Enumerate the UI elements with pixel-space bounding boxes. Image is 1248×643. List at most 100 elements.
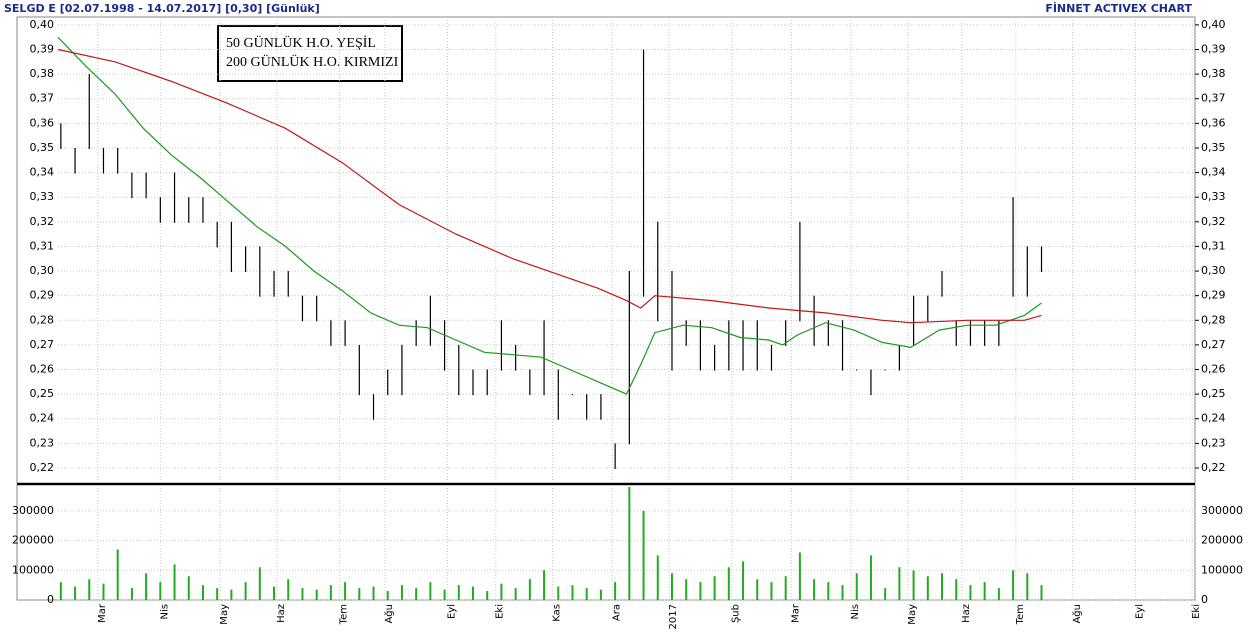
volume-bar [514, 588, 517, 600]
x-tick-label: Nis [159, 604, 170, 619]
volume-bar [130, 588, 133, 600]
volume-bar [742, 561, 745, 600]
volume-bar [614, 582, 617, 600]
volume-bar [1040, 585, 1043, 600]
volume-bar [656, 555, 659, 600]
y-tick-label: 0,39 [30, 42, 55, 55]
volume-bar [827, 582, 830, 600]
volume-bar [855, 573, 858, 600]
volume-bar [869, 555, 872, 600]
volume-bar [699, 582, 702, 600]
y-tick-label: 0,29 [30, 289, 55, 302]
volume-bar [287, 579, 290, 600]
volume-bar [116, 549, 119, 600]
volume-bar [784, 576, 787, 600]
y-tick-label: 0,40 [30, 18, 55, 31]
y-tick-label: 0,36 [1201, 116, 1226, 129]
volume-bar [528, 579, 531, 600]
y-tick-label: 100000 [12, 563, 54, 576]
volume-bar [941, 573, 944, 600]
y-tick-label: 0,27 [1201, 338, 1226, 351]
volume-bar [159, 582, 162, 600]
x-tick-label: Eki [1191, 604, 1202, 619]
volume-bar [585, 588, 588, 600]
volume-bar [88, 579, 91, 600]
y-tick-label: 0,25 [1201, 387, 1226, 400]
y-tick-label: 0,26 [1201, 363, 1226, 376]
volume-bar [983, 582, 986, 600]
y-tick-label: 0,33 [1201, 190, 1226, 203]
volume-bar [315, 589, 318, 600]
volume-bar [670, 573, 673, 600]
volume-bar [727, 567, 730, 600]
volume-bar [358, 588, 361, 600]
volume-bar [273, 586, 276, 600]
x-tick-label: May [219, 604, 230, 625]
chart-title: SELGD E [02.07.1998 - 14.07.2017] [0,30]… [4, 2, 320, 15]
volume-bar [628, 487, 631, 600]
volume-bar [400, 585, 403, 600]
moving-average-line [57, 36, 1042, 395]
volume-bar [955, 579, 958, 600]
x-tick-label: Mar [790, 603, 801, 623]
volume-bar [599, 589, 602, 600]
volume-bar [543, 570, 546, 600]
y-tick-label: 0,25 [30, 387, 55, 400]
volume-bar [472, 586, 475, 600]
volume-bar [173, 564, 176, 600]
y-tick-label: 0 [47, 593, 54, 606]
y-tick-label: 0,28 [30, 313, 55, 326]
x-tick-label: Tem [338, 604, 349, 625]
y-tick-label: 300000 [12, 504, 54, 517]
volume-bar [571, 585, 574, 600]
y-tick-label: 0,38 [30, 67, 55, 80]
x-tick-label: Ağu [1071, 604, 1083, 624]
volume-bar [1026, 573, 1029, 600]
legend-box [217, 25, 403, 82]
y-tick-label: 0,38 [1201, 67, 1226, 80]
y-tick-label: 0,29 [1201, 289, 1226, 302]
y-tick-label: 0,32 [30, 215, 55, 228]
volume-bar [216, 588, 219, 600]
y-tick-label: 0 [1201, 593, 1208, 606]
volume-bar [898, 567, 901, 600]
annotation: 50 GÜNLÜK H.O. YEŞİL [226, 34, 376, 51]
volume-bar [500, 583, 503, 600]
volume-bar [415, 588, 418, 600]
y-tick-label: 0,32 [1201, 215, 1226, 228]
y-tick-label: 0,23 [1201, 436, 1226, 449]
volume-bar [912, 570, 915, 600]
y-tick-label: 0,34 [30, 166, 55, 179]
volume-bar [457, 585, 460, 600]
moving-average-line [57, 48, 1042, 324]
volume-bar [386, 591, 389, 600]
volume-bar [642, 510, 645, 600]
volume-bar [187, 576, 190, 600]
x-tick-label: May [907, 604, 918, 625]
volume-bar [258, 567, 261, 600]
y-tick-label: 0,37 [1201, 92, 1226, 105]
y-tick-label: 300000 [1201, 504, 1243, 517]
y-tick-label: 0,30 [1201, 264, 1226, 277]
y-tick-label: 0,23 [30, 436, 55, 449]
y-tick-label: 0,26 [30, 363, 55, 376]
volume-bar [969, 585, 972, 600]
x-tick-label: Ara [611, 604, 622, 621]
volume-bar [813, 579, 816, 600]
y-tick-label: 0,27 [30, 338, 55, 351]
volume-bar [770, 582, 773, 600]
volume-bar [713, 576, 716, 600]
x-tick-label: Eyl [1134, 604, 1145, 619]
volume-bar [798, 552, 801, 600]
volume-bar [372, 586, 375, 600]
volume-bar [244, 582, 247, 600]
y-tick-label: 0,22 [30, 461, 55, 474]
volume-bar [74, 586, 77, 600]
y-tick-label: 0,35 [30, 141, 55, 154]
volume-bar [429, 582, 432, 600]
volume-bar [329, 585, 332, 600]
x-tick-label: Kas [552, 604, 563, 622]
y-tick-label: 0,37 [30, 92, 55, 105]
volume-bar [557, 586, 560, 600]
